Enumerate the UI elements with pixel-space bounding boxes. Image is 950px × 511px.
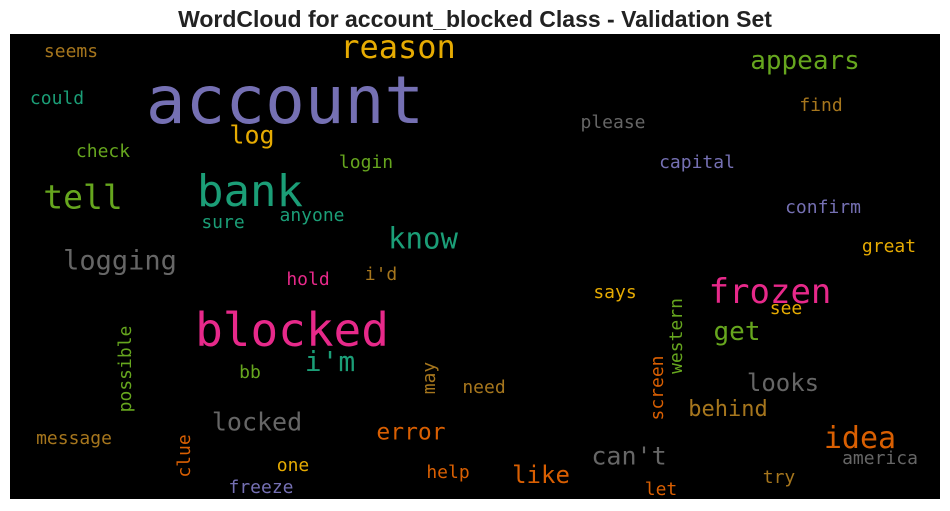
word-idea: idea [823,421,897,456]
word-capital: capital [659,152,735,173]
word-bb: bb [239,362,261,383]
word-western: western [666,298,687,374]
word-let: let [644,479,678,499]
word-check: check [75,141,131,162]
word-know: know [388,221,458,256]
word-blocked: blocked [195,303,389,357]
word-appears: appears [750,46,860,76]
word-message: message [36,428,112,449]
word-locked: locked [211,407,303,437]
word-clue: clue [174,434,195,478]
word-need: need [462,377,506,398]
word-cloud: account blocked bank reason frozen tell appear… [10,34,940,499]
word-tell: tell [43,177,123,217]
word-looks: looks [746,369,820,397]
word-login: login [338,152,394,173]
word-one: one [276,455,310,476]
word-frozen: frozen [708,272,832,312]
word-like: like [512,461,570,489]
word-screen: screen [647,355,668,421]
word-hold: hold [286,269,330,290]
word-reason: reason [340,34,456,66]
word-anyone: anyone [279,205,345,226]
word-try: try [762,467,796,488]
word-possible: possible [115,325,136,413]
word-confirm: confirm [785,197,861,218]
word-account: account [145,62,425,139]
word-log: log [229,120,275,150]
word-please: please [580,112,646,133]
word-bank: bank [197,166,303,217]
chart-title: WordCloud for account_blocked Class - Va… [178,6,772,32]
word-could: could [29,88,85,109]
word-says: says [593,282,637,303]
word-america: america [842,448,918,469]
word-help: help [426,462,470,483]
word-find: find [799,95,843,116]
word-behind: behind [688,397,768,422]
word-freeze: freeze [228,477,294,498]
word-i-m: i'm [304,345,356,378]
word-see: see [769,298,803,319]
word-error: error [376,419,446,446]
word-i-d: i'd [364,264,398,285]
word-logging: logging [63,245,177,277]
word-seems: seems [43,41,99,62]
word-can-t: can't [591,441,667,471]
word-may: may [419,361,440,395]
word-sure: sure [201,212,245,233]
word-get: get [713,317,761,347]
word-great: great [861,236,917,257]
